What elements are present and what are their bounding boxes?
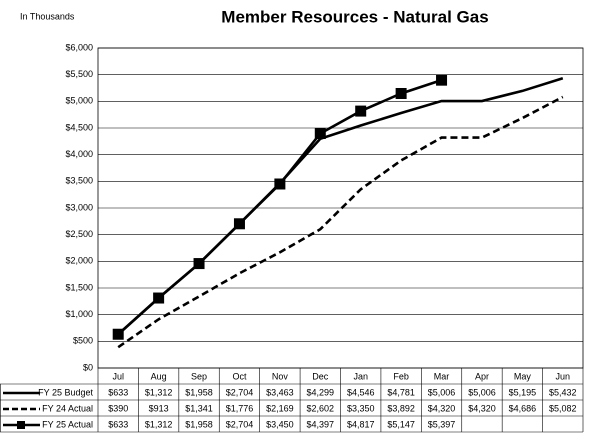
x-tick-label: Mar: [434, 371, 450, 381]
data-label: $1,958: [185, 419, 213, 429]
data-label: $4,781: [387, 387, 415, 397]
data-label: $5,195: [509, 387, 537, 397]
data-label: $3,463: [266, 387, 294, 397]
series-line: [117, 78, 442, 336]
x-tick-label: Sep: [191, 371, 207, 381]
y-tick-label: $3,000: [65, 202, 93, 212]
data-label: $2,704: [226, 419, 254, 429]
marker: [355, 105, 367, 117]
data-label: $4,299: [307, 387, 335, 397]
y-tick-label: $0: [83, 362, 93, 372]
marker: [112, 328, 124, 340]
series-line: [117, 95, 564, 349]
y-tick-label: $5,000: [65, 96, 93, 106]
data-label: $4,320: [428, 403, 456, 413]
marker: [233, 218, 245, 230]
x-tick-label: Dec: [312, 371, 329, 381]
data-label: $4,686: [509, 403, 537, 413]
data-label: $913: [149, 403, 169, 413]
data-label: $1,312: [145, 387, 173, 397]
data-label: $1,776: [226, 403, 254, 413]
x-tick-label: Apr: [475, 371, 489, 381]
data-label: $5,147: [387, 419, 415, 429]
data-label: $5,432: [549, 387, 577, 397]
data-label: $5,397: [428, 419, 456, 429]
y-tick-label: $6,000: [65, 42, 93, 52]
data-label: $2,704: [226, 387, 254, 397]
data-label: $633: [108, 419, 128, 429]
y-tick-label: $1,000: [65, 309, 93, 319]
data-label: $633: [108, 387, 128, 397]
y-tick-label: $4,500: [65, 122, 93, 132]
data-label: $5,082: [549, 403, 577, 413]
data-label: $5,006: [468, 387, 496, 397]
marker: [436, 74, 448, 86]
data-label: $2,169: [266, 403, 294, 413]
data-label: $3,892: [387, 403, 415, 413]
chart-title: Member Resources - Natural Gas: [221, 7, 488, 26]
data-label: $4,546: [347, 387, 375, 397]
data-label: $4,320: [468, 403, 496, 413]
data-label: $4,397: [307, 419, 335, 429]
marker: [153, 292, 165, 304]
data-label: $390: [108, 403, 128, 413]
y-tick-label: $2,000: [65, 256, 93, 266]
x-tick-label: Jun: [556, 371, 571, 381]
marker: [314, 127, 326, 139]
x-tick-label: Jan: [353, 371, 368, 381]
y-tick-label: $3,500: [65, 176, 93, 186]
x-tick-label: Oct: [232, 371, 247, 381]
x-tick-label: May: [514, 371, 532, 381]
y-tick-label: $500: [73, 336, 93, 346]
data-label: $1,958: [185, 387, 213, 397]
marker: [395, 87, 407, 99]
data-label: $5,006: [428, 387, 456, 397]
x-tick-label: Nov: [272, 371, 289, 381]
legend-marker: [17, 421, 25, 429]
marker: [274, 178, 286, 190]
x-tick-label: Aug: [151, 371, 167, 381]
y-tick-label: $5,500: [65, 69, 93, 79]
x-tick-label: Jul: [112, 371, 124, 381]
data-label: $1,341: [185, 403, 213, 413]
chart-subtitle: In Thousands: [20, 11, 75, 21]
y-tick-label: $4,000: [65, 149, 93, 159]
data-label: $2,602: [307, 403, 335, 413]
legend-label: FY 25 Budget: [38, 387, 93, 397]
y-tick-label: $1,500: [65, 282, 93, 292]
x-tick-label: Feb: [393, 371, 409, 381]
data-label: $4,817: [347, 419, 375, 429]
marker: [193, 258, 205, 270]
legend-label: FY 24 Actual: [42, 403, 93, 413]
legend-label: FY 25 Actual: [42, 419, 93, 429]
data-label: $1,312: [145, 419, 173, 429]
y-tick-label: $2,500: [65, 229, 93, 239]
series-line: [117, 77, 564, 336]
data-label: $3,450: [266, 419, 294, 429]
data-label: $3,350: [347, 403, 375, 413]
